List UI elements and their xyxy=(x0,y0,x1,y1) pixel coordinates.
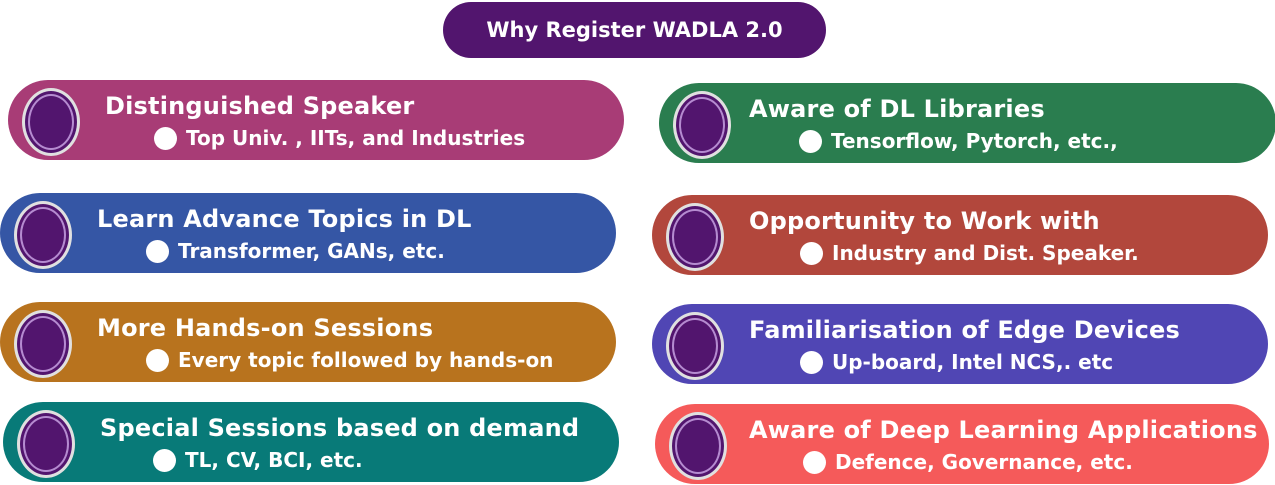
card-subtitle: Every topic followed by hands-on xyxy=(146,348,553,372)
card-hands-on: More Hands-on Sessions Every topic follo… xyxy=(0,302,616,382)
card-heading: Opportunity to Work with xyxy=(749,207,1100,235)
card-heading: Aware of Deep Learning Applications xyxy=(749,416,1258,444)
card-special-sessions: Special Sessions based on demand TL, CV,… xyxy=(3,402,619,482)
card-subtitle: Transformer, GANs, etc. xyxy=(146,239,445,263)
card-subtitle-text: Every topic followed by hands-on xyxy=(178,348,554,372)
card-heading: Special Sessions based on demand xyxy=(100,414,580,442)
card-subtitle-text: Tensorflow, Pytorch, etc., xyxy=(831,129,1118,153)
circle-icon xyxy=(14,201,72,269)
circle-icon xyxy=(666,203,724,271)
card-subtitle: Top Univ. , IITs, and Industries xyxy=(154,126,525,150)
card-subtitle-text: TL, CV, BCI, etc. xyxy=(185,448,363,472)
card-subtitle-text: Up-board, Intel NCS,. etc xyxy=(832,350,1114,374)
circle-icon xyxy=(17,410,75,478)
bullet-icon xyxy=(800,241,823,265)
card-heading: Aware of DL Libraries xyxy=(749,95,1045,123)
card-subtitle: Industry and Dist. Speaker. xyxy=(800,241,1139,265)
card-work-opportunity: Opportunity to Work with Industry and Di… xyxy=(652,195,1268,275)
card-heading: More Hands-on Sessions xyxy=(97,314,434,342)
bullet-icon xyxy=(146,348,169,372)
bullet-icon xyxy=(800,350,823,374)
circle-icon xyxy=(14,310,72,378)
circle-icon xyxy=(22,88,80,156)
card-subtitle: Up-board, Intel NCS,. etc xyxy=(800,350,1113,374)
bullet-icon xyxy=(154,126,177,150)
card-heading: Familiarisation of Edge Devices xyxy=(749,316,1180,344)
card-heading: Distinguished Speaker xyxy=(105,92,415,120)
card-subtitle: TL, CV, BCI, etc. xyxy=(153,448,363,472)
card-heading: Learn Advance Topics in DL xyxy=(97,205,472,233)
card-subtitle-text: Top Univ. , IITs, and Industries xyxy=(186,126,526,150)
circle-icon xyxy=(666,312,724,380)
card-subtitle: Tensorflow, Pytorch, etc., xyxy=(799,129,1118,153)
card-distinguished-speaker: Distinguished Speaker Top Univ. , IITs, … xyxy=(8,80,624,160)
bullet-icon xyxy=(803,450,826,474)
card-subtitle-text: Defence, Governance, etc. xyxy=(835,450,1133,474)
bullet-icon xyxy=(146,239,169,263)
card-dl-applications: Aware of Deep Learning Applications Defe… xyxy=(655,404,1269,484)
card-edge-devices: Familiarisation of Edge Devices Up-board… xyxy=(652,304,1268,384)
card-advance-topics: Learn Advance Topics in DL Transformer, … xyxy=(0,193,616,273)
bullet-icon xyxy=(153,448,176,472)
circle-icon xyxy=(669,412,727,480)
card-subtitle-text: Industry and Dist. Speaker. xyxy=(832,241,1139,265)
card-subtitle-text: Transformer, GANs, etc. xyxy=(178,239,445,263)
card-subtitle: Defence, Governance, etc. xyxy=(803,450,1133,474)
card-dl-libraries: Aware of DL Libraries Tensorflow, Pytorc… xyxy=(659,83,1275,163)
bullet-icon xyxy=(799,129,822,153)
diagram-title: Why Register WADLA 2.0 xyxy=(486,18,783,42)
title-banner: Why Register WADLA 2.0 xyxy=(443,2,826,58)
circle-icon xyxy=(673,91,731,159)
